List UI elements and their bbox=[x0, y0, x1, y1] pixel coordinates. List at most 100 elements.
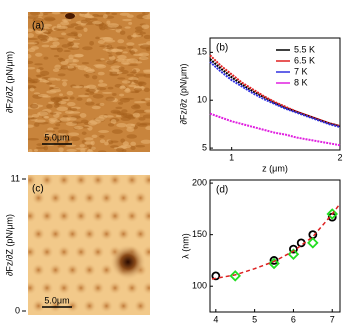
texture bbox=[151, 227, 165, 241]
texture bbox=[86, 84, 97, 89]
texture bbox=[144, 97, 150, 101]
texture bbox=[140, 139, 150, 144]
texture bbox=[61, 79, 68, 82]
texture bbox=[142, 281, 150, 295]
x-axis-label: z (μm) bbox=[262, 163, 288, 173]
texture bbox=[28, 60, 34, 65]
texture bbox=[80, 19, 88, 24]
texture bbox=[142, 175, 150, 187]
point bbox=[211, 271, 221, 281]
texture bbox=[79, 113, 87, 118]
texture bbox=[130, 141, 137, 146]
texture bbox=[34, 63, 43, 66]
y-tick-label: 10 bbox=[197, 95, 207, 105]
texture bbox=[40, 209, 54, 223]
texture bbox=[43, 12, 53, 14]
texture bbox=[99, 102, 105, 106]
texture bbox=[91, 245, 105, 259]
texture bbox=[85, 17, 92, 22]
texture bbox=[130, 34, 142, 38]
texture bbox=[91, 175, 105, 187]
texture bbox=[68, 54, 74, 60]
texture bbox=[97, 71, 105, 76]
texture bbox=[57, 73, 66, 77]
texture bbox=[92, 21, 103, 25]
texture bbox=[89, 40, 95, 46]
texture bbox=[72, 59, 80, 63]
texture bbox=[48, 37, 59, 41]
texture bbox=[97, 83, 108, 87]
texture bbox=[133, 87, 143, 92]
texture bbox=[115, 114, 122, 118]
texture bbox=[130, 104, 141, 110]
texture bbox=[115, 51, 123, 56]
texture bbox=[60, 60, 69, 65]
texture bbox=[110, 244, 146, 280]
texture bbox=[151, 299, 165, 313]
texture bbox=[74, 26, 84, 31]
texture bbox=[82, 263, 97, 277]
texture bbox=[43, 115, 49, 119]
scale-bar-label: 5.0μm bbox=[44, 295, 69, 305]
texture bbox=[142, 69, 150, 72]
texture bbox=[33, 92, 40, 95]
texture bbox=[74, 53, 84, 58]
texture bbox=[126, 14, 134, 18]
texture bbox=[130, 91, 139, 94]
texture bbox=[86, 149, 94, 152]
texture bbox=[53, 127, 59, 130]
texture bbox=[90, 18, 98, 21]
texture bbox=[115, 106, 123, 110]
texture bbox=[95, 64, 107, 69]
texture bbox=[62, 81, 68, 87]
texture bbox=[133, 227, 148, 241]
texture bbox=[59, 93, 64, 97]
texture bbox=[61, 44, 70, 48]
texture bbox=[110, 109, 121, 114]
texture bbox=[82, 46, 93, 51]
y-axis-label: λ (nm) bbox=[180, 233, 190, 259]
texture bbox=[48, 227, 63, 241]
texture bbox=[60, 65, 69, 70]
texture bbox=[86, 144, 93, 148]
texture bbox=[99, 299, 114, 313]
texture bbox=[107, 23, 119, 28]
texture bbox=[43, 136, 52, 140]
texture bbox=[70, 23, 79, 27]
texture bbox=[67, 42, 75, 46]
x-tick-label: 2 bbox=[337, 152, 342, 162]
texture bbox=[105, 96, 115, 102]
texture bbox=[33, 27, 44, 31]
texture bbox=[128, 21, 133, 25]
texture bbox=[125, 123, 136, 129]
texture bbox=[91, 105, 101, 110]
texture bbox=[107, 123, 115, 127]
texture bbox=[119, 93, 125, 97]
texture bbox=[98, 130, 110, 133]
texture bbox=[36, 68, 41, 73]
texture bbox=[142, 209, 150, 223]
texture bbox=[53, 55, 60, 58]
texture bbox=[74, 209, 88, 223]
texture bbox=[28, 53, 32, 59]
texture bbox=[61, 98, 70, 102]
texture bbox=[134, 100, 147, 104]
texture bbox=[45, 130, 56, 133]
texture bbox=[134, 109, 147, 114]
texture bbox=[91, 146, 96, 150]
texture bbox=[57, 145, 65, 148]
texture bbox=[65, 263, 80, 277]
texture bbox=[30, 117, 37, 120]
texture bbox=[60, 21, 70, 26]
legend-label: 7 K bbox=[294, 66, 308, 76]
texture bbox=[49, 112, 57, 115]
texture bbox=[125, 87, 130, 92]
x-tick-label: 5 bbox=[252, 314, 257, 324]
point bbox=[269, 256, 279, 265]
texture bbox=[48, 101, 55, 104]
texture bbox=[142, 114, 150, 119]
point bbox=[326, 208, 339, 220]
texture bbox=[99, 139, 106, 144]
texture bbox=[43, 31, 51, 34]
texture bbox=[32, 81, 38, 84]
